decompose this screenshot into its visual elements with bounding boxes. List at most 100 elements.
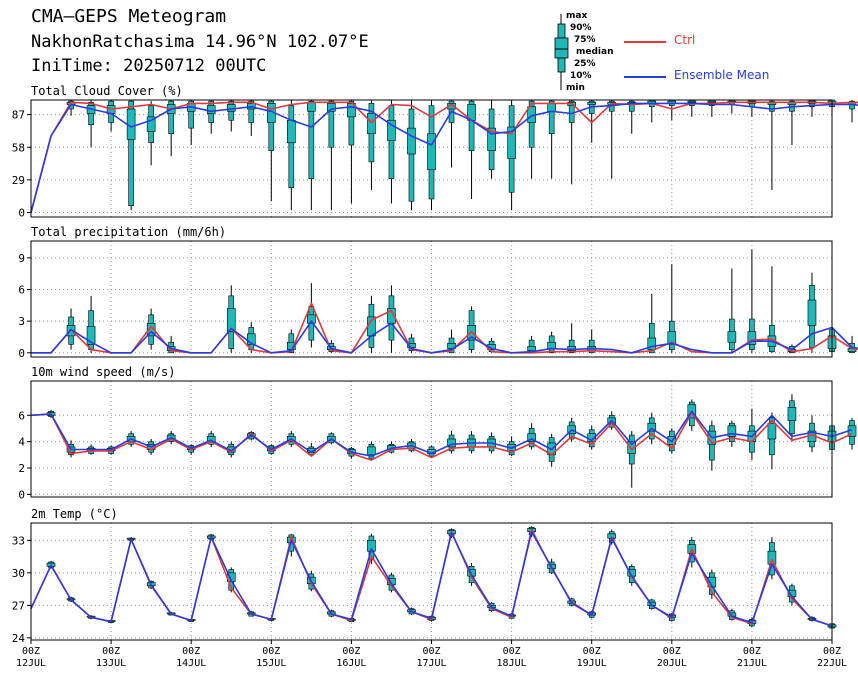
ensemble-box (206, 431, 216, 447)
ensemble-box (667, 264, 677, 353)
ensemble-box (146, 101, 156, 166)
box-p10-p90 (188, 100, 194, 129)
ensemble-box (307, 283, 316, 348)
ensemble-box (307, 100, 316, 211)
box-p25-p75 (667, 331, 677, 345)
ensemble-mean-line (30, 530, 833, 627)
ensemble-box (527, 335, 536, 354)
x-tick-label-hour: 00Z (102, 646, 120, 657)
box-p25-p75 (146, 116, 156, 132)
x-tick-label-hour: 00Z (583, 646, 601, 657)
panel-frame (30, 99, 833, 218)
box-p25-p75 (727, 331, 737, 343)
mean-legend-swatch (624, 76, 666, 78)
box-p25-p75 (427, 133, 436, 171)
y-tick-label: 58 (12, 141, 25, 154)
legend-p90: 90% (570, 23, 592, 33)
y-tick-label: 3 (18, 315, 25, 328)
x-tick-label-date: 19JUL (577, 658, 607, 669)
ensemble-box (246, 100, 256, 136)
box-p25-p75 (447, 438, 456, 448)
x-tick-label-hour: 00Z (743, 646, 761, 657)
y-tick-label: 4 (18, 436, 25, 449)
ctrl-line (30, 411, 853, 461)
legend-min: min (566, 83, 585, 93)
legend-p75: 75% (574, 35, 596, 45)
box-p25-p75 (787, 407, 797, 421)
x-tick-label-hour: 00Z (422, 646, 440, 657)
ensemble-mean-line (30, 410, 853, 457)
box-p10-p90 (168, 100, 174, 135)
box-p25-p75 (767, 422, 777, 440)
box-p25-p75 (146, 322, 156, 337)
ctrl-legend-label: Ctrl (674, 33, 696, 47)
box-p25-p75 (367, 113, 376, 135)
x-tick-label-hour: 00Z (823, 646, 841, 657)
x-tick-label-date: 12JUL (16, 658, 46, 669)
ctrl-legend-swatch (624, 41, 666, 43)
box-p25-p75 (327, 103, 336, 112)
box-p10-p90 (628, 100, 635, 112)
ensemble-box (847, 100, 857, 123)
ensemble-box (407, 100, 416, 211)
y-tick-label: 0 (18, 207, 25, 220)
ensemble-box (767, 100, 777, 190)
y-tick-label: 29 (12, 174, 25, 187)
box-p25-p75 (527, 433, 536, 442)
box-p10-p90 (568, 100, 575, 123)
ensemble-box (467, 100, 476, 199)
meteogram-header: CMA—GEPS Meteogram NakhonRatchasima 14.9… (0, 0, 858, 100)
box-p25-p75 (647, 337, 657, 350)
ensemble-box (707, 420, 717, 471)
ensemble-box (327, 100, 336, 211)
x-tick-label-hour: 00Z (262, 646, 280, 657)
ensemble-box (747, 249, 757, 353)
box-p10-p90 (348, 100, 355, 146)
ensemble-box (287, 100, 296, 211)
panel-frame (30, 380, 833, 498)
y-tick-label: 6 (18, 409, 25, 422)
y-tick-label: 24 (12, 632, 26, 645)
box-p25-p75 (647, 422, 657, 432)
y-tick-label: 0 (18, 488, 25, 501)
ensemble-box (146, 308, 156, 350)
panel-title: Total Cloud Cover (%) (31, 84, 183, 98)
box-p10-p90 (548, 100, 555, 135)
box-p10-p90 (769, 100, 775, 112)
box-p25-p75 (707, 100, 717, 103)
x-tick-label-date: 20JUL (657, 658, 687, 669)
panel-wind: 10m wind speed (m/s) 0 2 4 6 (18, 365, 857, 501)
ensemble-box (567, 323, 576, 354)
ensemble-box (847, 417, 857, 450)
box-p25-p75 (567, 346, 576, 351)
box-p25-p75 (547, 103, 556, 112)
ensemble-box (467, 306, 476, 353)
box-p10-p90 (288, 105, 295, 189)
box-p10-p90 (388, 105, 395, 180)
box-p25-p75 (86, 326, 96, 345)
panel-title: 10m wind speed (m/s) (31, 365, 176, 379)
ensemble-box (607, 100, 617, 179)
box-p10-p90 (268, 100, 275, 151)
y-tick-label: 33 (12, 534, 25, 547)
y-tick-label: 30 (12, 567, 25, 580)
box-p25-p75 (547, 341, 556, 349)
ensemble-box (387, 100, 396, 204)
y-tick-label: 9 (18, 252, 25, 265)
panel-title: 2m Temp (°C) (31, 507, 118, 521)
x-tick-label-date: 22JUL (817, 658, 847, 669)
box-p25-p75 (307, 101, 316, 112)
station-location: NakhonRatchasima 14.96°N 102.07°E (31, 32, 369, 52)
ensemble-mean-line (30, 102, 858, 213)
y-tick-label: 0 (18, 347, 25, 360)
x-tick-label-date: 15JUL (256, 658, 286, 669)
ensemble-box (507, 100, 516, 211)
legend-median: median (576, 47, 614, 57)
box-p25-p75 (487, 127, 496, 151)
box-p25-p75 (367, 446, 376, 456)
meteogram-title: CMA—GEPS Meteogram (31, 6, 227, 27)
ensemble-box (387, 285, 396, 353)
box-p25-p75 (387, 119, 396, 141)
ensemble-box (647, 293, 657, 354)
